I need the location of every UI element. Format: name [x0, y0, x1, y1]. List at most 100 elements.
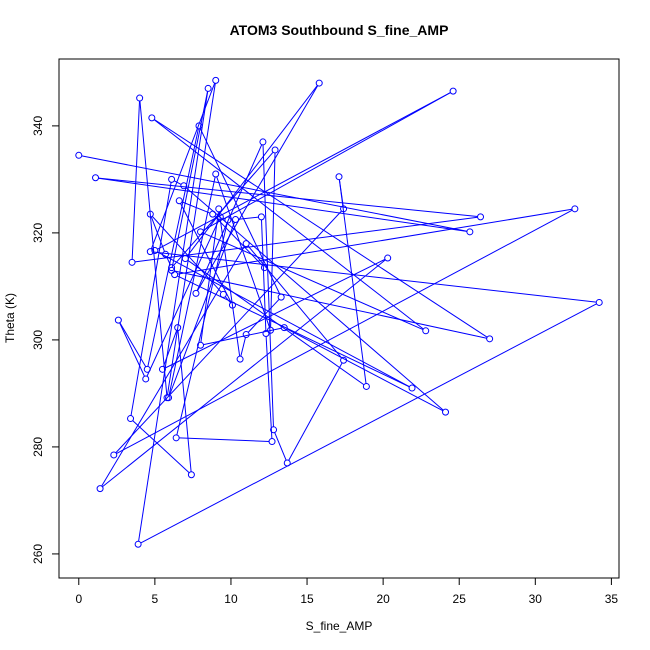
data-point: [466, 228, 474, 236]
data-point: [449, 87, 457, 95]
series-segment: [203, 327, 282, 346]
data-point: [75, 151, 83, 159]
series-segment: [214, 215, 263, 266]
data-point: [175, 197, 183, 205]
series-segment: [240, 337, 246, 357]
data-point: [219, 290, 227, 298]
data-point: [158, 365, 166, 373]
data-point: [181, 255, 189, 263]
series-segment: [98, 177, 467, 232]
data-point: [408, 384, 416, 392]
data-point: [595, 298, 603, 306]
series-segment: [150, 216, 165, 252]
data-point: [232, 216, 240, 224]
series-segment: [101, 245, 246, 487]
series-segment: [168, 176, 216, 395]
series-segment: [197, 85, 319, 292]
y-tick-label: 300: [31, 330, 45, 350]
data-point: [212, 170, 220, 178]
series-segment: [138, 91, 209, 542]
series-segment: [265, 336, 273, 439]
series-group: [75, 76, 603, 548]
x-tick-label: 10: [224, 592, 238, 606]
series-segment: [119, 322, 147, 367]
data-point: [143, 365, 151, 373]
series-segment: [224, 296, 231, 304]
data-point: [283, 459, 291, 467]
data-point: [262, 329, 270, 337]
x-axis-label: S_fine_AMP: [306, 619, 373, 633]
series-segment: [146, 219, 220, 377]
data-point: [277, 293, 285, 301]
data-point: [171, 271, 179, 279]
x-tick-label: 35: [605, 592, 619, 606]
series-segment: [174, 180, 182, 185]
series-segment: [154, 119, 488, 338]
series-segment: [247, 298, 280, 333]
series-segment: [174, 270, 487, 339]
series-segment: [153, 251, 597, 303]
series-segment: [177, 208, 572, 275]
data-point: [212, 76, 220, 84]
series-segment: [166, 256, 171, 266]
x-tick-label: 30: [529, 592, 543, 606]
y-tick-label: 320: [31, 223, 45, 243]
data-point: [96, 485, 104, 493]
data-point: [142, 375, 150, 383]
series-segment: [199, 128, 281, 295]
data-point: [270, 426, 278, 434]
series-segment: [132, 420, 190, 474]
data-point: [259, 138, 267, 146]
y-tick-label: 340: [31, 116, 45, 136]
x-tick-label: 5: [152, 592, 159, 606]
data-point: [146, 210, 154, 218]
y-tick-label: 280: [31, 437, 45, 457]
data-point: [224, 216, 232, 224]
series-segment: [163, 330, 178, 367]
data-point: [148, 114, 156, 122]
data-point: [146, 248, 154, 256]
data-point: [315, 79, 323, 87]
series-segment: [262, 144, 274, 427]
series-segment: [180, 203, 232, 303]
data-point: [192, 289, 200, 297]
data-point: [340, 356, 348, 364]
data-point: [128, 258, 136, 266]
data-point: [260, 264, 268, 272]
series-segment: [270, 152, 276, 328]
series-segment: [247, 245, 343, 359]
data-point: [215, 205, 223, 213]
data-point: [442, 408, 450, 416]
data-point: [174, 324, 182, 332]
series-segment: [131, 101, 141, 260]
x-tick-label: 20: [376, 592, 390, 606]
series-segment: [98, 177, 478, 218]
data-point: [204, 84, 212, 92]
plot-frame: [58, 58, 620, 579]
x-axis: 0 5 10 15 20 25 30 35: [75, 578, 618, 606]
series-segment: [116, 209, 573, 454]
series-segment: [286, 328, 444, 412]
series-segment: [157, 251, 410, 388]
y-axis: 260 280 300 320 340: [31, 116, 59, 564]
data-point: [162, 250, 170, 258]
data-point: [477, 213, 485, 221]
data-point: [257, 213, 265, 221]
data-point: [197, 228, 205, 236]
data-point: [209, 210, 217, 218]
data-point: [180, 182, 188, 190]
series-segment: [202, 92, 451, 231]
data-point: [362, 382, 370, 390]
series-segment: [153, 119, 424, 330]
series-segment: [203, 232, 424, 331]
series-segment: [216, 176, 271, 328]
data-point: [216, 213, 224, 221]
series-segment: [274, 432, 287, 461]
data-point: [268, 438, 276, 446]
series-segment: [179, 437, 270, 442]
x-tick-label: 0: [75, 592, 82, 606]
y-axis-label: Theta (K): [3, 293, 17, 343]
data-point: [165, 394, 173, 402]
series-segment: [186, 85, 318, 257]
